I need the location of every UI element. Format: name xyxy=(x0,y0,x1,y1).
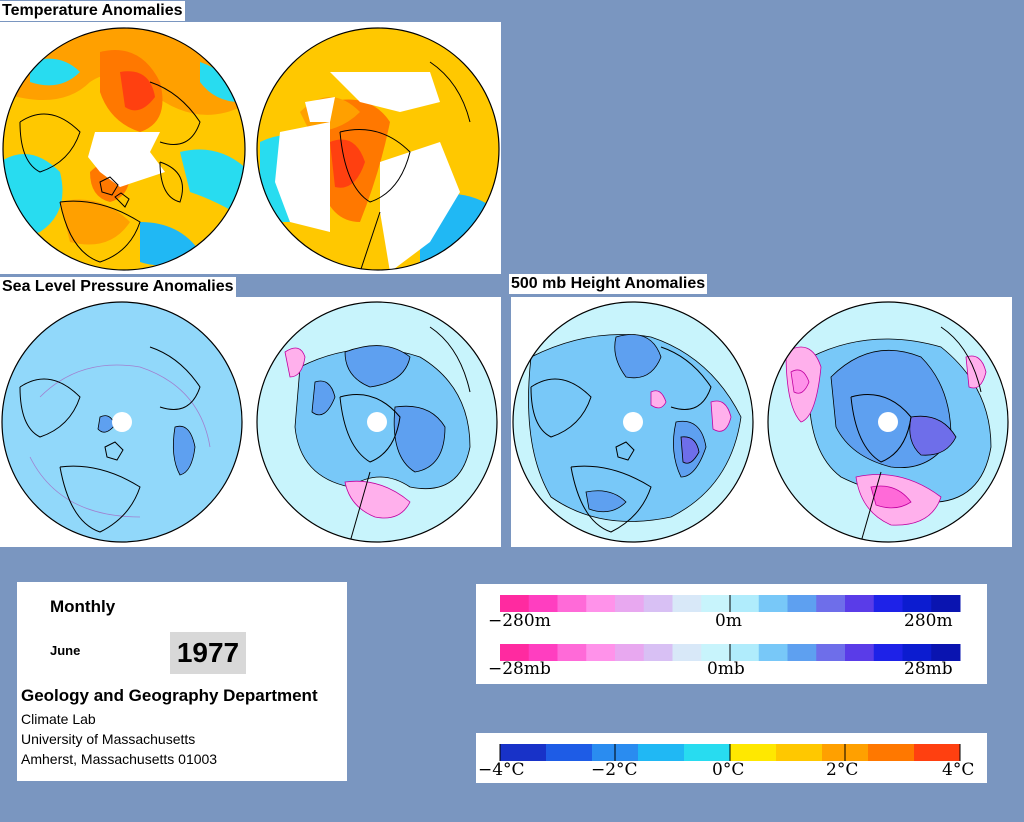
pressure-legend-swatch xyxy=(931,644,961,661)
height-legend-swatch xyxy=(873,595,903,612)
temperature-legend-swatch xyxy=(868,744,915,761)
pressure-legend-swatch xyxy=(500,644,530,661)
pressure-legend-swatch xyxy=(758,644,788,661)
temperature-map-north xyxy=(3,28,245,270)
temperature-legend-swatch xyxy=(914,744,961,761)
pressure-legend-swatch xyxy=(528,644,558,661)
temperature-maps-panel xyxy=(0,22,501,274)
height-legend-swatch xyxy=(557,595,587,612)
temperature-colorbar xyxy=(499,744,961,761)
temperature-legend-swatch xyxy=(638,744,685,761)
temperature-legend-swatch xyxy=(684,744,731,761)
pressure-legend-swatch xyxy=(730,644,760,661)
period-label: Monthly xyxy=(50,597,116,616)
pressure-legend-swatch xyxy=(672,644,702,661)
month-label: June xyxy=(50,643,81,658)
height-legend-swatch xyxy=(586,595,616,612)
university-name: University of Massachusetts xyxy=(21,731,196,747)
height-legend-swatch xyxy=(672,595,702,612)
slp-map-south xyxy=(257,302,497,542)
height-anomalies-title: 500 mb Height Anomalies xyxy=(509,274,708,294)
pressure-legend-swatch xyxy=(557,644,587,661)
height-map-north xyxy=(513,302,753,542)
height-legend-swatch xyxy=(931,595,961,612)
pressure-legend-min: −28mb xyxy=(488,659,551,679)
height-legend-swatch xyxy=(787,595,817,612)
anomaly-legend-box: −280m 0m 280m −28mb 0mb 28mb xyxy=(476,584,987,684)
temp-legend-minus4: −4°C xyxy=(478,760,525,780)
pressure-legend-swatch xyxy=(845,644,875,661)
temp-legend-zero: 0°C xyxy=(712,760,745,780)
temp-legend-minus2: −2°C xyxy=(591,760,638,780)
pressure-legend-swatch xyxy=(586,644,616,661)
temperature-maps xyxy=(2,27,500,271)
slp-map-north xyxy=(2,302,242,542)
height-legend-swatch xyxy=(730,595,760,612)
pressure-legend-swatch xyxy=(643,644,673,661)
height-legend-center: 0m xyxy=(715,611,742,631)
height-legend-swatch xyxy=(643,595,673,612)
height-legend-swatch xyxy=(902,595,932,612)
height-legend-swatch xyxy=(615,595,645,612)
temperature-legend-box: −4°C −2°C 0°C 2°C 4°C xyxy=(476,733,987,783)
temperature-anomalies-title: Temperature Anomalies xyxy=(0,1,185,21)
height-legend-min: −280m xyxy=(488,611,551,631)
temperature-legend-swatch xyxy=(500,744,547,761)
pressure-legend-swatch xyxy=(902,644,932,661)
temperature-legend-swatch xyxy=(546,744,593,761)
temperature-map-south xyxy=(257,28,499,270)
temperature-legend-swatch xyxy=(730,744,777,761)
height-legend-max: 280m xyxy=(904,611,953,631)
height-maps xyxy=(512,301,1009,543)
height-legend-swatch xyxy=(528,595,558,612)
height-legend-swatch xyxy=(816,595,846,612)
temperature-legend-swatch xyxy=(776,744,823,761)
height-map-south xyxy=(768,302,1008,542)
pressure-legend-swatch xyxy=(615,644,645,661)
pressure-legend-swatch xyxy=(873,644,903,661)
height-legend-swatch xyxy=(500,595,530,612)
height-legend-swatch xyxy=(758,595,788,612)
height-legend-swatch xyxy=(845,595,875,612)
temp-legend-plus4: 4°C xyxy=(942,760,975,780)
pressure-legend-swatch xyxy=(701,644,731,661)
address: Amherst, Massachusetts 01003 xyxy=(21,751,218,767)
slp-anomalies-title: Sea Level Pressure Anomalies xyxy=(0,277,236,297)
pressure-legend-center: 0mb xyxy=(707,659,745,679)
department-name: Geology and Geography Department xyxy=(21,686,318,705)
slp-maps-panel xyxy=(0,297,501,547)
pressure-legend-swatch xyxy=(816,644,846,661)
info-box: Monthly June 1977 Geology and Geography … xyxy=(17,582,347,781)
slp-maps xyxy=(1,301,498,543)
pressure-legend-swatch xyxy=(787,644,817,661)
height-maps-panel xyxy=(511,297,1012,547)
pressure-legend-max: 28mb xyxy=(904,659,953,679)
height-legend-swatch xyxy=(701,595,731,612)
lab-name: Climate Lab xyxy=(21,711,96,727)
year-label: 1977 xyxy=(170,632,246,674)
temp-legend-plus2: 2°C xyxy=(826,760,859,780)
height-pressure-colorbars xyxy=(500,595,961,661)
